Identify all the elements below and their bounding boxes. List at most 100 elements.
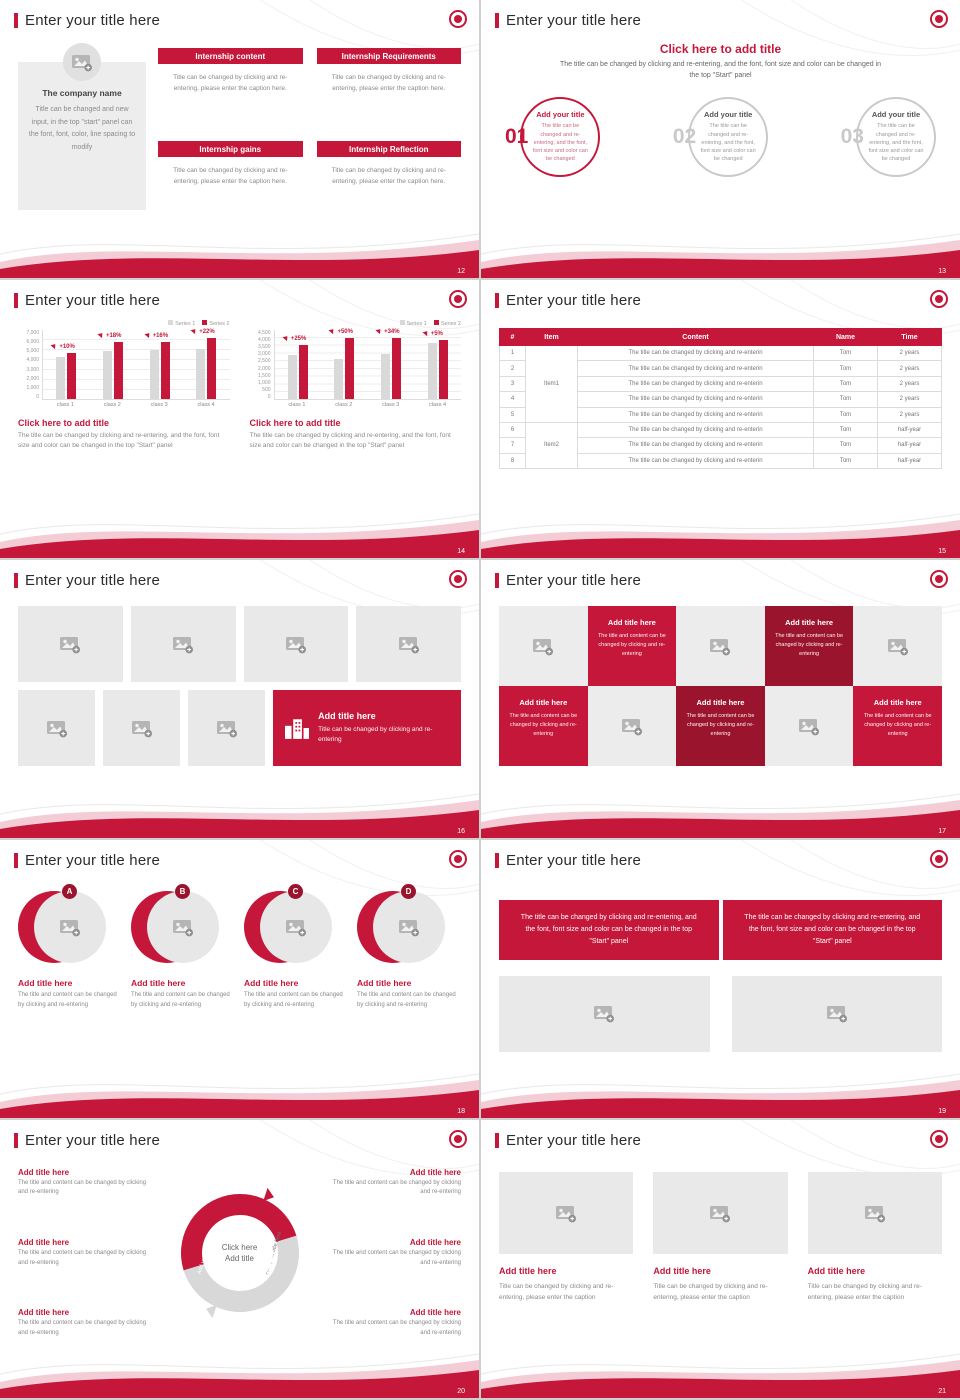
slide-15[interactable]: Enter your title here # Item Content Nam… [481,280,960,558]
section-subheading[interactable]: The title can be changed by clicking and… [559,61,882,79]
step-title[interactable]: Add your title [536,110,585,120]
list-item[interactable]: Add title here The title and content can… [329,1168,461,1198]
section-heading[interactable]: Click here to add title [659,42,782,56]
step-body[interactable]: The title can be changed and re-entering… [868,123,924,163]
chart-caption-title[interactable]: Click here to add title [18,418,110,428]
slide-title[interactable]: Enter your title here [25,572,161,589]
slide-title[interactable]: Enter your title here [25,1132,161,1149]
slide-16[interactable]: Enter your title here Add title here Tit… [0,560,479,838]
slide-14[interactable]: Enter your title here Series 1 Series 2 7,… [0,280,479,558]
image-placeholder[interactable] [764,686,854,766]
info-card-title[interactable]: Internship Requirements [316,48,461,64]
bar-chart[interactable]: Series 1 Series 2 4,500 4,000 3,500 3,000 2,50… [257,320,461,408]
list-item[interactable]: Add title here The title and content can… [18,1168,150,1198]
image-placeholder[interactable] [373,891,445,963]
image-placeholder[interactable] [130,606,236,682]
image-placeholder[interactable] [243,606,349,682]
item-body[interactable]: The title and content can be changed by … [332,1250,461,1266]
item-body[interactable]: The title and content can be changed by … [332,1180,461,1196]
feature-title[interactable]: Add title here [318,711,376,722]
item-title[interactable]: Add title here [18,1308,70,1318]
card-body[interactable]: The title and content can be changed by … [863,713,932,737]
item-body[interactable]: The title and content can be changed by … [18,1180,147,1196]
info-card-body[interactable]: Title can be changed by clicking and re-… [173,167,288,186]
company-name[interactable]: The company name [42,88,122,98]
info-card-body[interactable]: Title can be changed by clicking and re-… [173,74,288,93]
image-placeholder[interactable] [499,975,710,1052]
step-circle[interactable]: Add your title The title can be changed … [855,97,936,177]
list-item[interactable]: Add title here The title and content can… [18,1238,150,1268]
table-row[interactable]: 8 The title can be changed by clicking an… [499,452,942,470]
item-body[interactable]: The title and content can be changed by … [357,992,456,1008]
slide-title[interactable]: Enter your title here [506,12,642,29]
item-body[interactable]: The title and content can be changed by … [244,992,343,1008]
item-body[interactable]: The title and content can be changed by … [18,1320,147,1336]
step-02[interactable]: 02 Add your title The title can be chang… [673,97,769,177]
step-circle[interactable]: Add your title The title can be changed … [520,97,601,177]
title-card[interactable]: Add title here The title and content can… [853,686,942,766]
info-card-internship-content[interactable]: Internship content Title can be changed … [158,48,303,129]
lettered-item-b[interactable]: B Add title here The title and content c… [131,884,235,1062]
column-title[interactable]: Add title here [807,1266,866,1276]
diagram-center-label[interactable]: Click here Add title [206,1220,273,1286]
item-title[interactable]: Add title here [131,978,186,988]
slide-title[interactable]: Enter your title here [506,852,642,869]
item-body[interactable]: The title and content can be changed by … [18,1250,147,1266]
lettered-item-c[interactable]: C Add title here The title and content c… [244,884,348,1062]
title-card[interactable]: Add title here The title and content can… [587,606,677,686]
content-table[interactable]: # Item Content Name Time 1 Item1 The tit… [499,328,942,470]
slide-19[interactable]: Enter your title here The title can be c… [481,840,960,1118]
title-card[interactable]: Add title here The title and content can… [676,686,765,766]
table-row[interactable]: 2 The title can be changed by clicking an… [499,360,942,377]
slide-12[interactable]: Enter your title here The company name T… [0,0,479,278]
list-item[interactable]: Add title here The title and content can… [18,1308,150,1338]
title-card[interactable]: Add title here The title and content can… [764,606,854,686]
slide-title[interactable]: Enter your title here [506,572,642,589]
slide-21[interactable]: Enter your title here Add title here Tit… [481,1120,960,1398]
table-row[interactable]: 1 Item1 The title can be changed by clic… [499,344,942,423]
slide-17[interactable]: Enter your title here Add title here The… [481,560,960,838]
step-01[interactable]: 01 Add your title The title can be chang… [505,97,601,177]
slide-20[interactable]: Enter your title here Add title here The… [0,1120,479,1398]
card-body[interactable]: The title and content can be changed by … [775,633,844,657]
item-title[interactable]: Add title here [409,1308,461,1318]
slide-title[interactable]: Enter your title here [506,1132,642,1149]
step-body[interactable]: The title can be changed and re-entering… [532,123,588,163]
table-row[interactable]: 5 The title can be changed by clicking an… [499,406,942,423]
item-body[interactable]: The title and content can be changed by … [332,1320,461,1336]
item-title[interactable]: Add title here [18,978,73,988]
image-placeholder[interactable] [807,1172,942,1254]
info-card-title[interactable]: Internship gains [158,141,303,157]
image-placeholder[interactable] [587,686,677,766]
image-placeholder[interactable] [731,975,942,1052]
image-placeholder[interactable] [103,690,181,766]
step-03[interactable]: 03 Add your title The title can be chang… [841,97,936,177]
info-card-title[interactable]: Internship Reflection [316,141,461,157]
company-description[interactable]: Title can be changed and new input, in t… [28,106,136,151]
info-card-internship-reflection[interactable]: Internship Reflection Title can be chang… [316,141,461,222]
item-body[interactable]: The title and content can be changed by … [131,992,230,1008]
column-body[interactable]: Title can be changed by clicking and re-… [807,1283,922,1302]
step-title[interactable]: Add your title [871,110,921,120]
slide-title[interactable]: Enter your title here [25,852,161,869]
content-column[interactable]: Add title here Title can be changed by c… [807,1172,942,1342]
card-body[interactable]: The title and content can be changed by … [509,713,578,737]
image-placeholder[interactable] [676,606,765,686]
text-box[interactable]: The title can be changed by clicking and… [499,900,719,960]
card-body[interactable]: The title and content can be changed by … [686,713,755,737]
card-title[interactable]: Add title here [607,618,656,627]
column-title[interactable]: Add title here [499,1266,557,1276]
column-body[interactable]: Title can be changed by clicking and re-… [653,1283,768,1302]
info-card-internship-gains[interactable]: Internship gains Title can be changed by… [158,141,303,222]
feature-card[interactable]: Add title here Title can be changed by c… [273,690,462,766]
image-placeholder[interactable] [853,606,942,686]
content-column[interactable]: Add title here Title can be changed by c… [653,1172,788,1342]
image-placeholder[interactable] [499,606,588,686]
card-body[interactable]: The title and content can be changed by … [597,633,666,657]
slide-13[interactable]: Enter your title here Click here to add … [481,0,960,278]
item-title[interactable]: Add title here [244,978,299,988]
slide-title[interactable]: Enter your title here [25,292,161,309]
image-placeholder[interactable] [499,1172,634,1254]
item-title[interactable]: Add title here [409,1238,461,1248]
image-placeholder[interactable] [34,891,106,963]
